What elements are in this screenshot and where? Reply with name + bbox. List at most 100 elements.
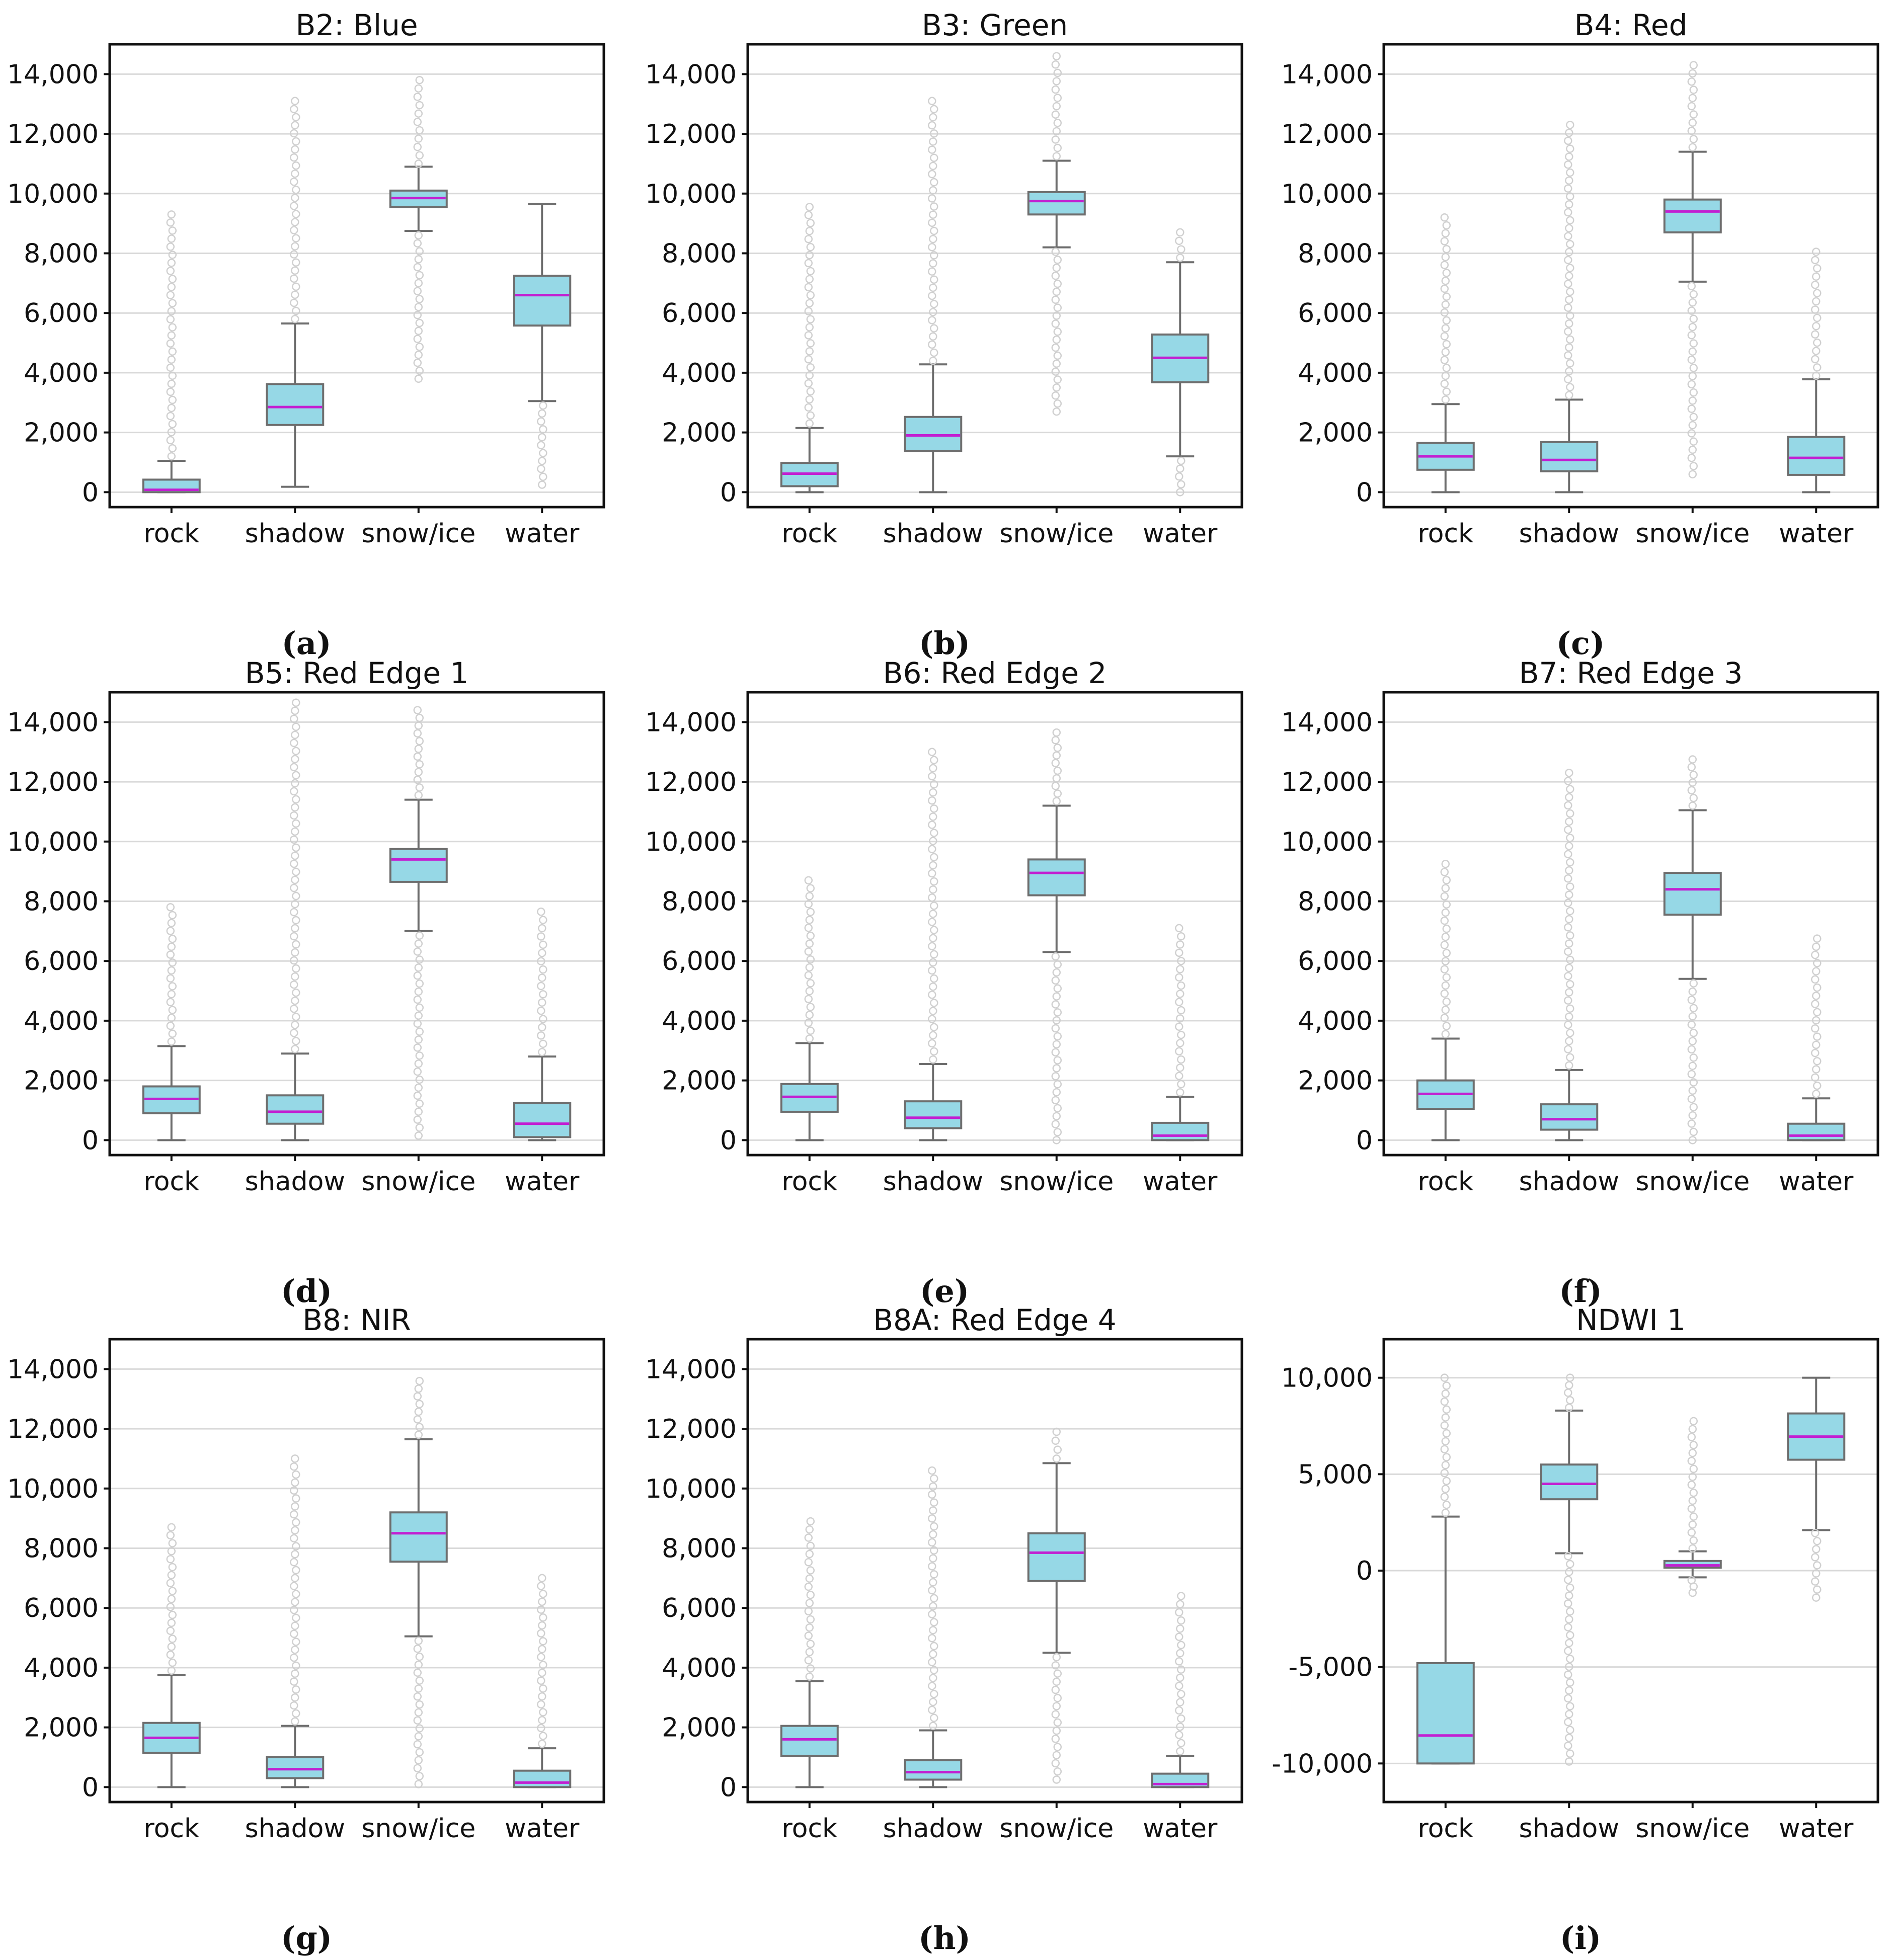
outlier-point [291, 972, 299, 981]
outlier-point [1175, 236, 1183, 246]
outlier-point [806, 1664, 815, 1673]
outlier-point [1177, 480, 1186, 488]
outlier-point [805, 963, 814, 972]
outlier-point [805, 1648, 814, 1657]
outlier-point [415, 366, 424, 375]
outlier-point [804, 283, 813, 292]
outlier-point [805, 323, 814, 332]
x-category-label: snow/ice [361, 1167, 476, 1197]
outlier-point [1564, 232, 1572, 240]
outlier-point [804, 1656, 813, 1665]
outlier-point [1564, 1647, 1572, 1655]
outlier-point [1811, 1000, 1820, 1008]
y-tick-label: 6,000 [24, 1593, 99, 1623]
outlier-point [1811, 1553, 1820, 1562]
outlier-point [166, 1626, 175, 1635]
outlier-point [1689, 793, 1698, 802]
outlier-point [166, 950, 175, 959]
outlier-point [1565, 1757, 1573, 1766]
outlier-point [1441, 300, 1450, 309]
outlier-point [1441, 1461, 1450, 1469]
outlier-point [1687, 1433, 1696, 1441]
outlier-point [166, 1531, 175, 1540]
outlier-point [291, 755, 299, 764]
outlier-point [1442, 1477, 1451, 1486]
outlier-point [1053, 1080, 1062, 1089]
outlier-point [929, 1482, 937, 1491]
outlier-point [1053, 1445, 1062, 1454]
outlier-point [1177, 1665, 1186, 1674]
iqr-box [1027, 1532, 1086, 1582]
x-category-label: rock [781, 519, 837, 549]
outlier-point [805, 419, 814, 428]
outlier-point [1442, 316, 1451, 325]
outlier-point [1566, 192, 1574, 201]
x-category-label: rock [143, 1814, 199, 1844]
outlier-point [415, 1027, 424, 1036]
outlier-point [929, 910, 937, 918]
outlier-point [1688, 322, 1697, 332]
outlier-point [1688, 1086, 1697, 1095]
y-tick-label: -5,000 [1288, 1653, 1373, 1683]
outlier-point [292, 1638, 300, 1646]
outlier-point [537, 982, 545, 991]
outlier-point [538, 1716, 546, 1725]
outlier-point [537, 1700, 545, 1709]
outlier-point [1566, 1396, 1574, 1405]
outlier-point [414, 374, 423, 383]
outlier-point [1564, 208, 1572, 217]
outlier-point [1052, 1064, 1061, 1073]
outlier-point [1689, 462, 1698, 470]
outlier-point [537, 441, 545, 450]
outlier-point [1441, 884, 1450, 892]
outlier-point [805, 1574, 814, 1583]
outlier-point [929, 1626, 937, 1635]
outlier-point [929, 788, 937, 797]
outlier-point [1812, 1090, 1821, 1098]
outlier-point [415, 271, 424, 280]
outlier-point [290, 1605, 298, 1614]
outlier-point [292, 819, 300, 828]
outlier-point [1053, 1056, 1062, 1065]
outlier-point [804, 1533, 813, 1542]
outlier-point [539, 1015, 547, 1023]
outlier-point [291, 851, 299, 860]
plot-frame [1382, 43, 1879, 509]
outlier-point [290, 202, 298, 210]
chart-title: B8: NIR [302, 1303, 411, 1337]
outlier-point [166, 315, 175, 323]
outlier-point [1051, 1096, 1060, 1105]
outlier-point [413, 287, 422, 295]
outlier-point [1811, 256, 1820, 265]
outlier-point [168, 934, 177, 943]
outlier-point [414, 1780, 423, 1788]
outlier-point [413, 729, 422, 738]
y-tick-label: 6,000 [662, 298, 737, 329]
outlier-point [806, 267, 815, 276]
outlier-point [1564, 850, 1572, 859]
outlier-point [928, 748, 936, 756]
outlier-point [291, 1669, 299, 1678]
y-tick-label: 2,000 [24, 1066, 99, 1096]
outlier-point [1565, 866, 1573, 875]
outlier-point [168, 1635, 177, 1643]
outlier-point [929, 137, 937, 146]
x-category-label: shadow [245, 1167, 345, 1197]
outlier-point [415, 318, 424, 328]
outlier-point [415, 1700, 424, 1709]
outlier-point [1566, 907, 1574, 916]
outlier-point [166, 436, 175, 445]
outlier-point [413, 142, 422, 151]
outlier-point [414, 231, 423, 240]
outlier-point [1051, 759, 1060, 768]
outlier-point [167, 1618, 176, 1627]
outlier-point [805, 1034, 814, 1043]
plot-frame [746, 1338, 1243, 1804]
outlier-point [1176, 1600, 1185, 1608]
outlier-point [928, 1466, 936, 1475]
outlier-point [1440, 261, 1449, 269]
outlier-point [290, 908, 298, 917]
outlier-point [538, 1740, 546, 1748]
iqr-box [904, 1759, 963, 1781]
panel-caption: (e) [920, 1273, 969, 1310]
